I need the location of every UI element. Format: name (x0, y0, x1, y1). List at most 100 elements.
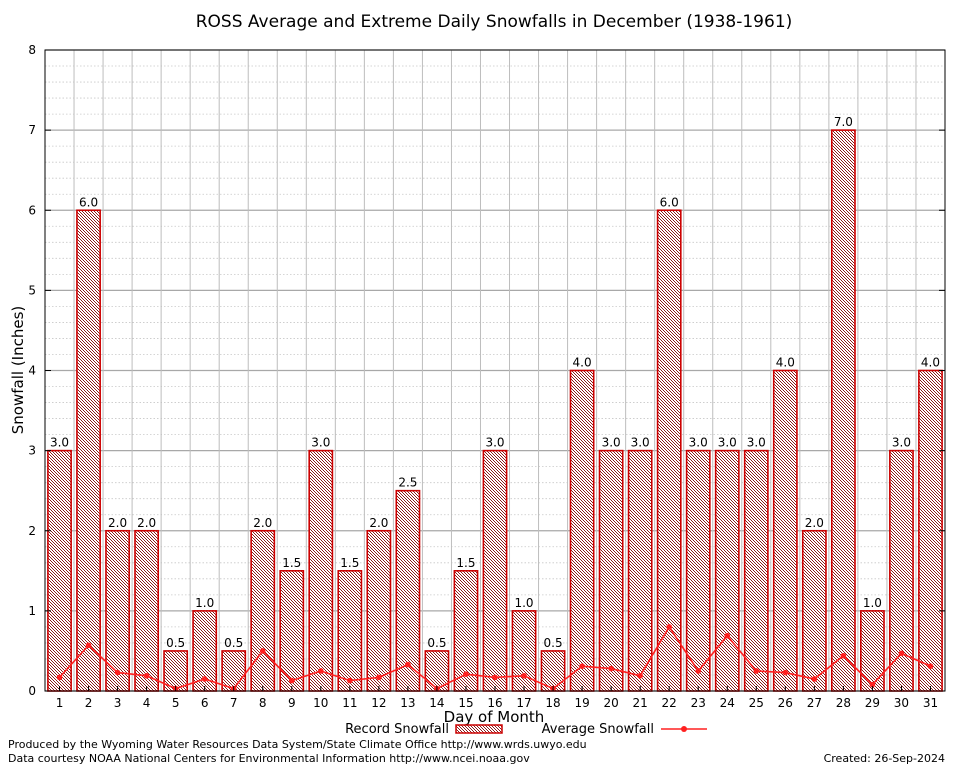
average-point-day-24 (724, 632, 731, 639)
x-tick-label-15: 15 (458, 696, 473, 710)
average-point-day-16 (492, 674, 498, 681)
bar-label-day-11: 1.5 (340, 556, 359, 570)
bar-day-13 (395, 489, 421, 692)
bar-label-day-20: 3.0 (602, 436, 621, 450)
x-tick-label-31: 31 (923, 696, 938, 710)
bar-label-day-29: 1.0 (863, 596, 882, 610)
bar-label-day-4: 2.0 (137, 516, 156, 530)
bar-label-day-1: 3.0 (50, 436, 69, 450)
x-tick-label-24: 24 (720, 696, 735, 710)
average-point-day-25 (753, 668, 760, 674)
bar-day-2 (76, 209, 101, 692)
average-point-day-15 (463, 671, 469, 677)
bar-label-day-12: 2.0 (369, 516, 388, 530)
x-tick-label-12: 12 (371, 696, 386, 710)
bar-day-8 (250, 529, 276, 692)
average-point-day-23 (695, 668, 702, 674)
bar-label-day-22: 6.0 (660, 195, 679, 209)
x-tick-label-14: 14 (429, 696, 444, 710)
bar-day-27 (801, 529, 827, 692)
x-tick-label-7: 7 (230, 696, 238, 710)
average-point-day-31 (927, 663, 934, 669)
x-tick-label-25: 25 (749, 696, 764, 710)
x-tick-label-27: 27 (807, 696, 822, 710)
x-axis: 1 2 3 4 5 6 7 8 9 10 11 12 13 14 15 16 17 18 19 20 21 22 23 24 2… (56, 686, 938, 710)
bar-label-day-9: 1.5 (282, 556, 301, 570)
bar-day-23 (685, 449, 711, 692)
bar-label-day-28: 7.0 (834, 115, 853, 129)
y-tick-label: 7 (28, 123, 36, 137)
average-point-day-12 (376, 674, 382, 681)
bar-label-day-19: 4.0 (573, 356, 592, 370)
bar-value-labels: 3.0 6.0 2.0 2.0 0.5 1.0 0.5 2.0 1.5 3.0 1.5 2.0 2.5 0… (50, 115, 940, 650)
average-point-day-9 (288, 677, 295, 684)
bar-day-26 (772, 369, 798, 692)
bar-label-day-3: 2.0 (108, 516, 127, 530)
bar-label-day-25: 3.0 (747, 436, 766, 450)
x-tick-label-6: 6 (201, 696, 209, 710)
legend-average-marker (681, 726, 687, 732)
bar-label-day-18: 0.5 (544, 636, 563, 650)
legend-average-label: Average Snowfall (542, 722, 654, 737)
x-tick-label-1: 1 (56, 696, 64, 710)
y-tick-label: 4 (28, 364, 36, 378)
legend: Record Snowfall Average Snowfall (345, 722, 707, 737)
legend-record-swatch (455, 724, 503, 734)
y-tick-label: 0 (28, 684, 36, 698)
average-point-day-17 (521, 672, 527, 679)
average-line (56, 624, 934, 692)
bar-label-day-23: 3.0 (689, 436, 708, 450)
bar-label-day-24: 3.0 (718, 436, 737, 450)
bar-label-day-31: 4.0 (921, 356, 940, 370)
bar-day-25 (743, 449, 769, 692)
x-tick-label-30: 30 (894, 696, 909, 710)
average-point-day-30 (898, 650, 905, 657)
bar-day-19 (569, 369, 595, 692)
footer-produced-by: Produced by the Wyoming Water Resources … (8, 738, 587, 751)
footer-data-courtesy: Data courtesy NOAA National Centers for … (8, 752, 530, 765)
bar-label-day-15: 1.5 (456, 556, 475, 570)
average-point-day-27 (811, 676, 818, 682)
x-tick-label-26: 26 (778, 696, 793, 710)
bar-day-29 (860, 610, 885, 692)
bar-day-7 (221, 650, 247, 692)
x-tick-label-23: 23 (691, 696, 706, 710)
bar-label-day-2: 6.0 (79, 195, 98, 209)
x-tick-label-20: 20 (603, 696, 618, 710)
bar-day-24 (714, 449, 740, 692)
average-point-day-10 (318, 668, 324, 674)
y-tick-label: 6 (28, 203, 36, 217)
legend-record-label: Record Snowfall (345, 722, 449, 737)
bar-label-day-21: 3.0 (631, 436, 650, 450)
average-point-day-1 (56, 674, 63, 681)
bar-day-10 (308, 449, 334, 692)
y-axis-label: Snowfall (Inches) (9, 306, 27, 434)
y-tick-label: 2 (28, 524, 36, 538)
average-point-day-19 (579, 663, 585, 669)
average-point-day-11 (347, 677, 353, 684)
bar-day-4 (134, 529, 160, 692)
bar-day-21 (627, 449, 653, 692)
bar-label-day-5: 0.5 (166, 636, 185, 650)
average-point-day-26 (782, 669, 789, 676)
bar-label-day-8: 2.0 (253, 516, 272, 530)
footer-created: Created: 26-Sep-2024 (823, 752, 945, 765)
bar-day-1 (47, 449, 72, 692)
chart-title: ROSS Average and Extreme Daily Snowfalls… (196, 12, 793, 32)
bar-label-day-13: 2.5 (398, 476, 417, 490)
x-tick-label-5: 5 (172, 696, 180, 710)
x-tick-label-11: 11 (342, 696, 357, 710)
bar-day-11 (337, 570, 363, 692)
average-point-day-13 (405, 661, 411, 668)
bar-day-28 (830, 129, 856, 692)
average-point-day-8 (259, 648, 266, 654)
bar-label-day-27: 2.0 (805, 516, 824, 530)
bar-day-20 (598, 449, 624, 692)
average-point-day-2 (85, 642, 92, 649)
average-point-day-20 (608, 665, 614, 672)
y-tick-label: 5 (28, 283, 36, 297)
x-tick-label-22: 22 (662, 696, 677, 710)
bar-label-day-6: 1.0 (195, 596, 214, 610)
bar-label-day-30: 3.0 (892, 436, 911, 450)
x-tick-label-2: 2 (85, 696, 93, 710)
